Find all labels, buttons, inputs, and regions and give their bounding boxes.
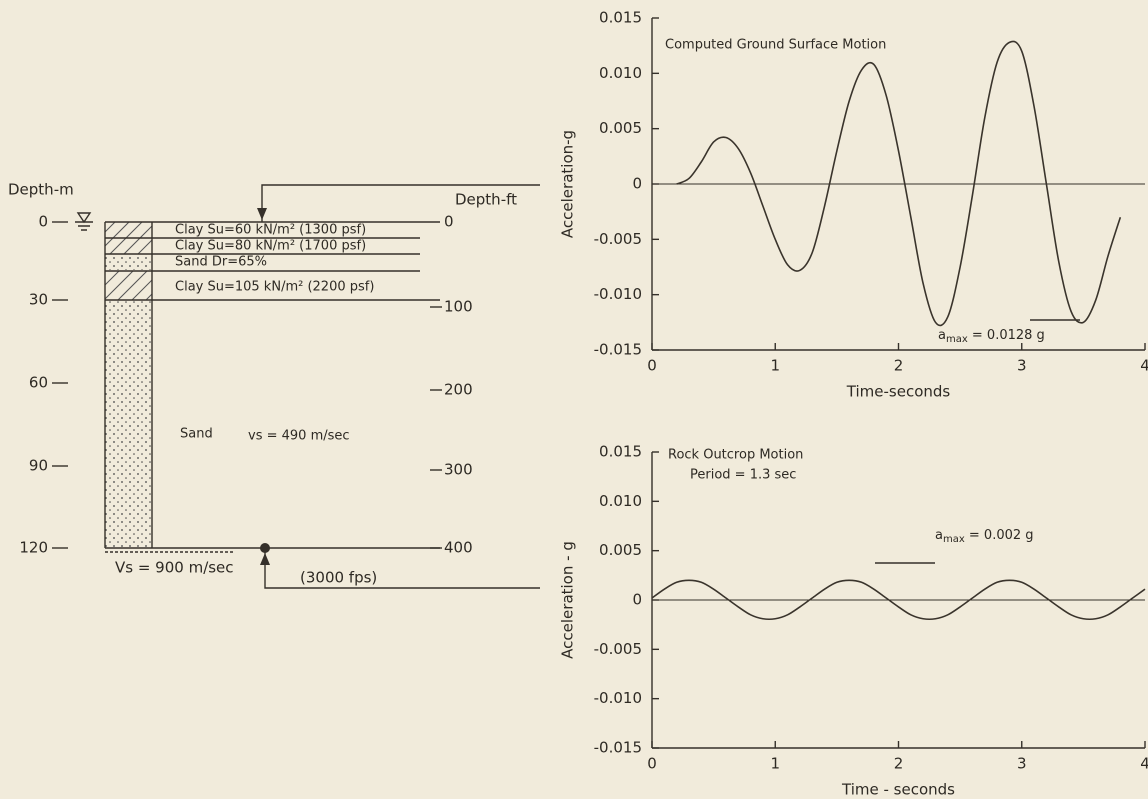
figure: Depth-m Depth-ft Clay Su=60 kN/m² (1300 …	[0, 0, 1148, 799]
depth-ft-label: 400	[444, 539, 473, 557]
sand-velocity: vs = 490 m/sec	[248, 429, 350, 444]
sand-label: Sand	[180, 427, 213, 442]
y-tick-label: -0.015	[594, 341, 642, 359]
depth-m-label: 120	[19, 539, 48, 557]
y-tick-label: 0.005	[599, 541, 642, 559]
depth-m-label: 30	[29, 291, 48, 309]
sand-layer	[105, 255, 152, 270]
chart-title: Computed Ground Surface Motion	[665, 38, 886, 53]
y-tick-label: 0.010	[599, 492, 642, 510]
x-axis-title: Time - seconds	[841, 781, 955, 799]
y-tick-label: 0.015	[599, 443, 642, 461]
depth-ft-title: Depth-ft	[455, 191, 517, 209]
x-tick-label: 0	[647, 755, 657, 773]
x-tick-label: 0	[647, 357, 657, 375]
depth-m-label: 0	[38, 213, 48, 231]
depth-ft-label: 0	[444, 213, 454, 231]
x-tick-label: 1	[770, 755, 780, 773]
annotation-a: a	[938, 328, 946, 343]
y-axis-title: Acceleration - g	[559, 541, 577, 659]
sand-column	[105, 300, 152, 548]
rock-velocity: Vs = 900 m/sec	[115, 559, 234, 577]
depth-ft-label: 200	[444, 381, 473, 399]
y-tick-label: 0	[632, 175, 642, 193]
x-tick-label: 3	[1017, 755, 1027, 773]
x-axis-title: Time-seconds	[846, 383, 951, 401]
rock-velocity-ft: (3000 fps)	[300, 569, 377, 587]
y-tick-label: -0.005	[594, 230, 642, 248]
x-tick-label: 4	[1140, 357, 1148, 375]
x-tick-label: 2	[894, 755, 904, 773]
x-tick-label: 1	[770, 357, 780, 375]
input-point	[260, 543, 270, 553]
layer-label: Sand Dr=65%	[175, 255, 267, 270]
depth-ft-label: 100	[444, 298, 473, 316]
layer-label: Clay Su=105 kN/m² (2200 psf)	[175, 280, 374, 295]
y-tick-label: -0.015	[594, 739, 642, 757]
annotation-sub: max	[946, 334, 968, 345]
depth-ft-label: 300	[444, 461, 473, 479]
y-tick-label: 0.010	[599, 64, 642, 82]
y-tick-label: -0.010	[594, 285, 642, 303]
y-tick-label: 0.015	[599, 9, 642, 27]
depth-m-label: 60	[29, 374, 48, 392]
annotation-value: = 0.0128 g	[968, 328, 1045, 343]
layer-label: Clay Su=80 kN/m² (1700 psf)	[175, 239, 366, 254]
depth-m-title: Depth-m	[8, 181, 74, 199]
layer-label: Clay Su=60 kN/m² (1300 psf)	[175, 223, 366, 238]
annotation-a: a	[935, 528, 943, 543]
annotation-value: = 0.002 g	[965, 528, 1034, 543]
x-tick-label: 3	[1017, 357, 1027, 375]
paper	[0, 0, 1148, 799]
y-tick-label: 0	[632, 591, 642, 609]
y-tick-label: 0.005	[599, 119, 642, 137]
x-tick-label: 4	[1140, 755, 1148, 773]
page: Depth-m Depth-ft Clay Su=60 kN/m² (1300 …	[0, 0, 1148, 799]
y-axis-title: Acceleration-g	[559, 130, 577, 238]
chart-subtitle: Period = 1.3 sec	[690, 468, 796, 483]
chart-title: Rock Outcrop Motion	[668, 448, 803, 463]
annotation-sub: max	[943, 534, 965, 545]
depth-m-label: 90	[29, 457, 48, 475]
y-tick-label: -0.010	[594, 689, 642, 707]
y-tick-label: -0.005	[594, 640, 642, 658]
x-tick-label: 2	[894, 357, 904, 375]
